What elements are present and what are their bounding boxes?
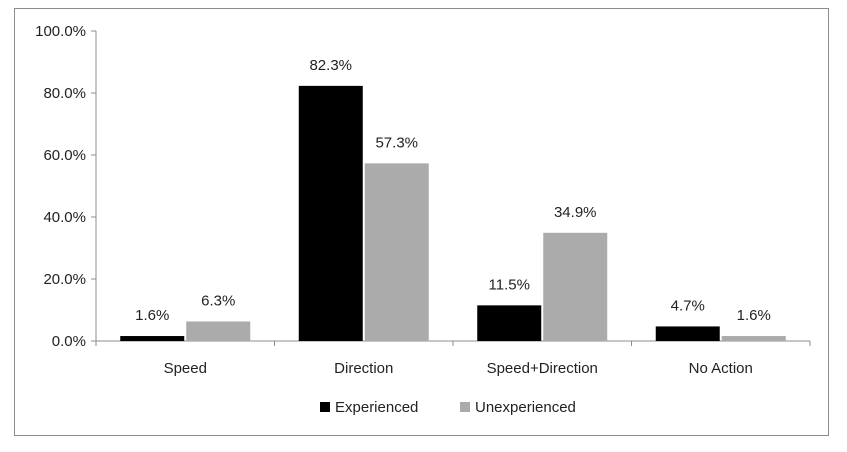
bars-layer: [120, 85, 786, 342]
data-label: 82.3%: [309, 57, 352, 74]
legend-label: Experienced: [335, 399, 418, 416]
bar-unexperienced: [186, 321, 251, 341]
data-label: 57.3%: [375, 134, 418, 151]
y-tick-label: 20.0%: [43, 271, 86, 288]
x-category-label: No Action: [689, 360, 753, 377]
legend: Experienced Unexperienced: [320, 399, 576, 416]
data-label: 34.9%: [554, 204, 597, 221]
data-label: 6.3%: [201, 292, 235, 309]
axis-layer: 0.0% 20.0% 40.0% 60.0% 80.0% 100.0% Speed Direc…: [35, 23, 811, 377]
bar-experienced: [120, 336, 185, 341]
data-label: 1.6%: [737, 307, 771, 324]
bar-experienced: [655, 326, 720, 341]
x-category-label: Direction: [334, 360, 393, 377]
labels-layer: 1.6% 6.3% 82.3% 57.3% 11.5% 34.9% 4.7% 1.6%: [135, 57, 771, 324]
x-category-label: Speed+Direction: [487, 360, 598, 377]
x-category-label: Speed: [164, 360, 207, 377]
data-label: 11.5%: [489, 276, 530, 293]
legend-label: Unexperienced: [475, 399, 576, 416]
y-tick-label: 100.0%: [35, 23, 86, 40]
bar-unexperienced: [721, 336, 786, 341]
bar-unexperienced: [364, 163, 429, 341]
y-tick-label: 80.0%: [43, 85, 86, 102]
y-tick-label: 60.0%: [43, 147, 86, 164]
data-label: 1.6%: [135, 307, 169, 324]
bar-unexperienced: [543, 232, 608, 341]
legend-swatch-experienced: [320, 402, 330, 412]
bar-experienced: [298, 85, 363, 342]
data-label: 4.7%: [671, 297, 705, 314]
y-tick-label: 40.0%: [43, 209, 86, 226]
y-tick-label: 0.0%: [52, 333, 86, 350]
legend-swatch-unexperienced: [460, 402, 470, 412]
bar-experienced: [477, 305, 542, 341]
